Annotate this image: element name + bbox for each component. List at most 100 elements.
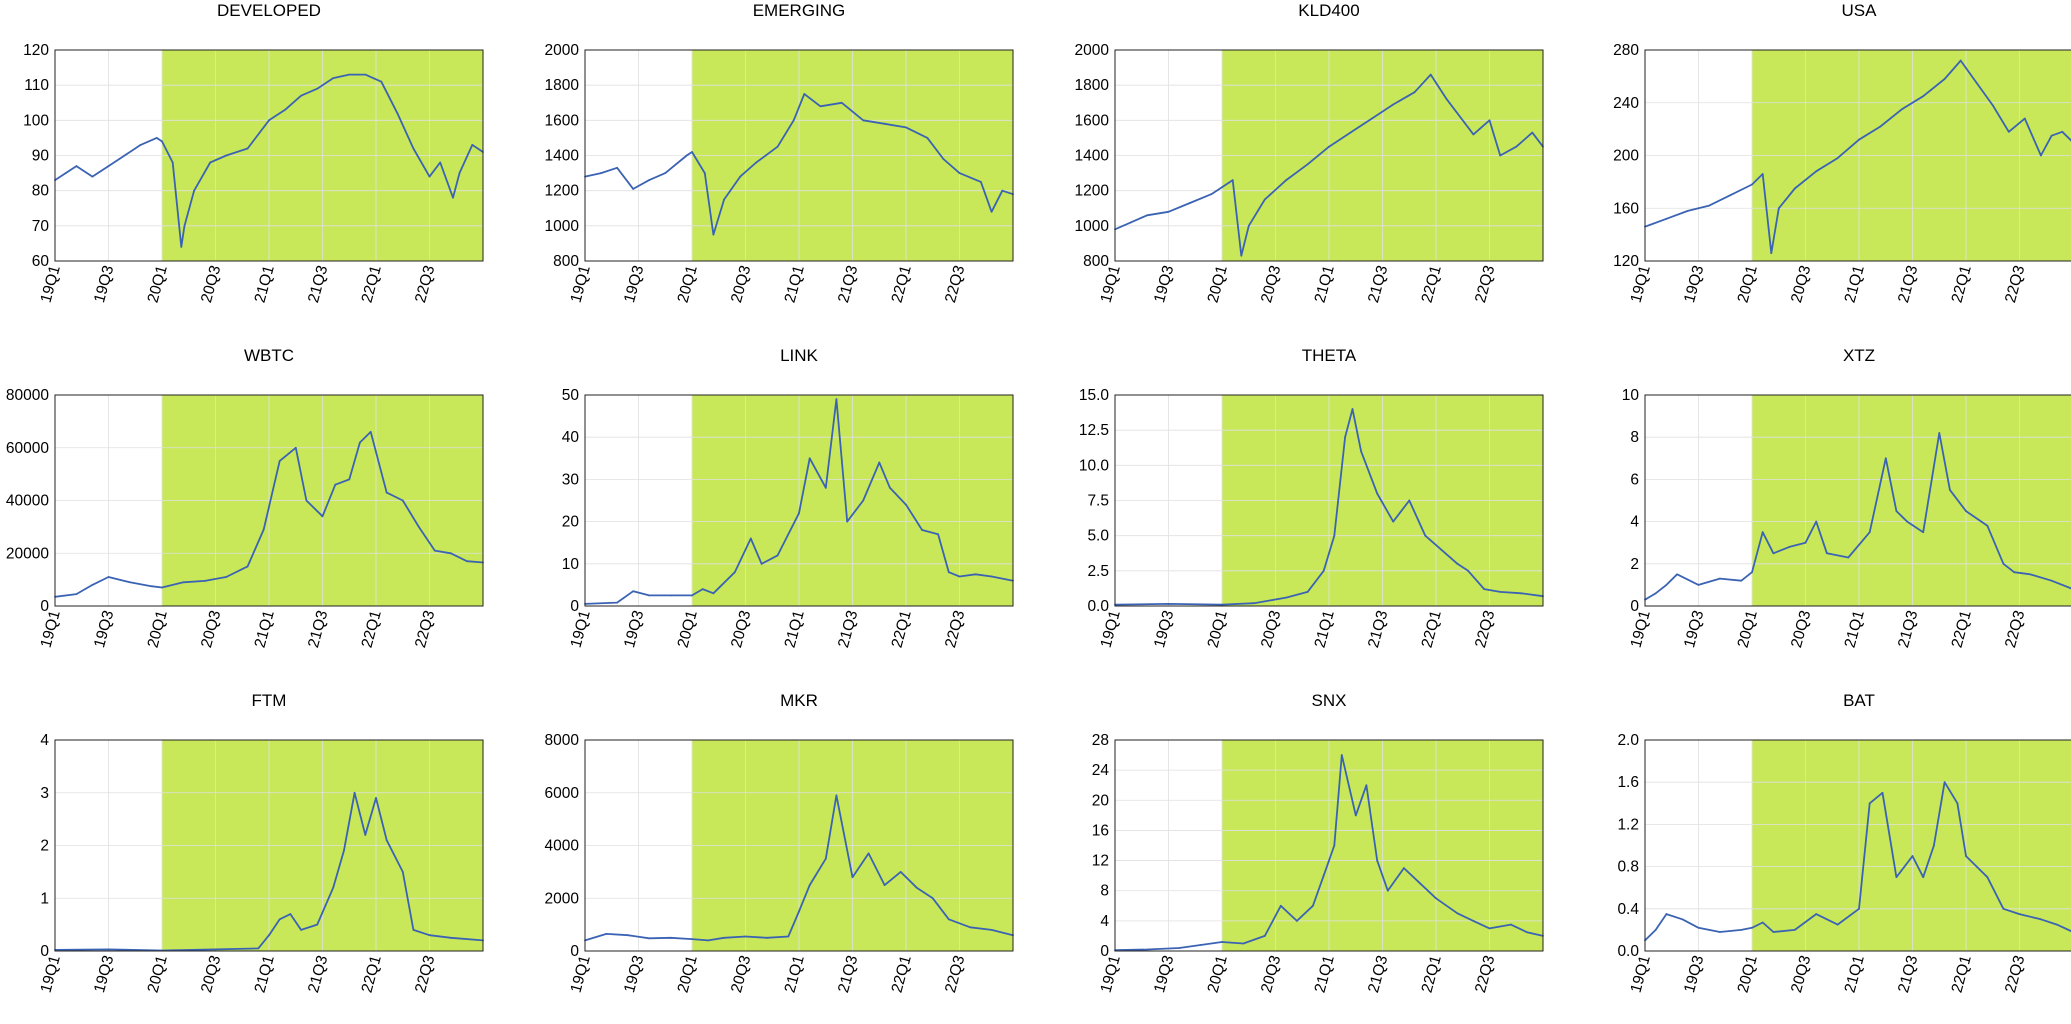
chart-title: XTZ xyxy=(1843,346,1875,365)
y-tick-label: 4 xyxy=(1630,514,1639,531)
data-point xyxy=(824,857,827,860)
data-point xyxy=(1167,602,1170,605)
data-point xyxy=(385,839,388,842)
data-point xyxy=(1424,534,1427,537)
data-point xyxy=(739,175,742,178)
plot-border xyxy=(1114,49,1544,262)
y-tick-label: 1600 xyxy=(545,112,580,129)
data-point xyxy=(1263,935,1266,937)
data-point xyxy=(937,533,939,536)
y-tick-label: 0.0 xyxy=(1087,598,1109,615)
chart-title: KLD400 xyxy=(1298,1,1359,20)
data-point xyxy=(334,483,337,486)
data-point xyxy=(75,165,78,167)
data-point xyxy=(1826,552,1828,555)
data-point xyxy=(396,112,399,115)
y-tick-label: 0 xyxy=(1630,598,1639,615)
y-tick-label: 70 xyxy=(32,218,50,235)
data-point xyxy=(798,512,800,515)
data-point xyxy=(701,588,704,591)
x-tick-label: 22Q3 xyxy=(942,264,968,305)
data-point xyxy=(669,936,672,939)
x-tick-label: 21Q1 xyxy=(782,609,808,650)
data-point xyxy=(2007,130,2010,133)
y-tick-label: 12.5 xyxy=(1079,422,1109,439)
data-point xyxy=(862,499,865,502)
y-tick-label: 60 xyxy=(32,253,50,270)
data-point xyxy=(2002,907,2005,910)
data-point xyxy=(1221,941,1223,943)
data-point xyxy=(1242,942,1245,945)
x-tick-label: 20Q3 xyxy=(1258,954,1284,995)
chart-title: BAT xyxy=(1843,691,1875,710)
data-point xyxy=(294,446,297,449)
data-point xyxy=(600,172,602,174)
data-point xyxy=(749,537,752,540)
plot-border xyxy=(54,49,484,262)
data-point xyxy=(321,515,324,518)
data-point xyxy=(733,571,736,574)
data-point xyxy=(1130,221,1132,224)
data-point xyxy=(1322,569,1325,572)
data-point xyxy=(974,573,977,576)
x-tick-label: 20Q1 xyxy=(1735,954,1761,995)
y-tick-label: 280 xyxy=(1613,42,1639,59)
data-point xyxy=(364,73,367,76)
series-line xyxy=(54,73,484,248)
data-point xyxy=(1751,571,1753,574)
data-point xyxy=(1247,224,1250,227)
data-point xyxy=(278,460,281,462)
data-point xyxy=(712,592,715,595)
x-tick-label: 21Q3 xyxy=(305,609,331,650)
data-point xyxy=(1900,108,1903,111)
data-point xyxy=(209,161,212,164)
data-point xyxy=(257,947,260,950)
data-point xyxy=(1922,531,1925,534)
data-point xyxy=(1793,929,1796,931)
data-point xyxy=(1499,591,1502,593)
data-point xyxy=(835,398,838,401)
data-point xyxy=(268,934,270,937)
data-point xyxy=(803,93,806,95)
data-point xyxy=(289,913,292,915)
y-tick-label: 28 xyxy=(1092,732,1109,749)
data-point xyxy=(1178,947,1181,949)
data-point xyxy=(1456,562,1459,565)
plot-border xyxy=(584,739,1014,952)
y-tick-label: 40000 xyxy=(6,493,49,510)
data-point xyxy=(958,172,961,174)
shaded-region xyxy=(1752,395,2071,606)
plot-border xyxy=(54,739,484,952)
data-point xyxy=(1488,927,1491,930)
chart-panel-usa: USA 120 160 200 240 280 19Q1 19Q3 20Q1 20Q3 21Q1 21… xyxy=(1590,0,2071,334)
x-tick-label: 22Q1 xyxy=(359,954,385,995)
data-point xyxy=(616,601,618,604)
data-point xyxy=(1306,163,1309,166)
data-point xyxy=(862,119,865,122)
y-tick-label: 2 xyxy=(1630,556,1639,573)
data-point xyxy=(1793,187,1796,190)
y-tick-label: 120 xyxy=(1613,253,1639,270)
chart-panel-bat: BAT 0.0 0.4 0.8 1.2 1.6 2.0 19Q1 19Q3 20Q1 20Q3 21Q… xyxy=(1590,690,2071,1024)
data-point xyxy=(1344,436,1346,439)
x-tick-label: 20Q3 xyxy=(198,609,224,650)
data-point xyxy=(1354,814,1357,817)
data-point xyxy=(632,590,635,593)
series-line xyxy=(1644,781,2071,942)
data-point xyxy=(1351,408,1354,410)
data-point xyxy=(107,948,110,951)
data-point xyxy=(348,73,351,76)
data-point xyxy=(458,172,461,174)
data-point xyxy=(1681,918,1684,921)
data-point xyxy=(107,165,110,167)
data-point xyxy=(942,158,945,160)
data-point xyxy=(990,575,993,578)
data-point xyxy=(262,528,265,531)
data-point xyxy=(300,929,302,931)
data-point xyxy=(1386,889,1389,892)
x-tick-label: 22Q1 xyxy=(1419,954,1445,995)
